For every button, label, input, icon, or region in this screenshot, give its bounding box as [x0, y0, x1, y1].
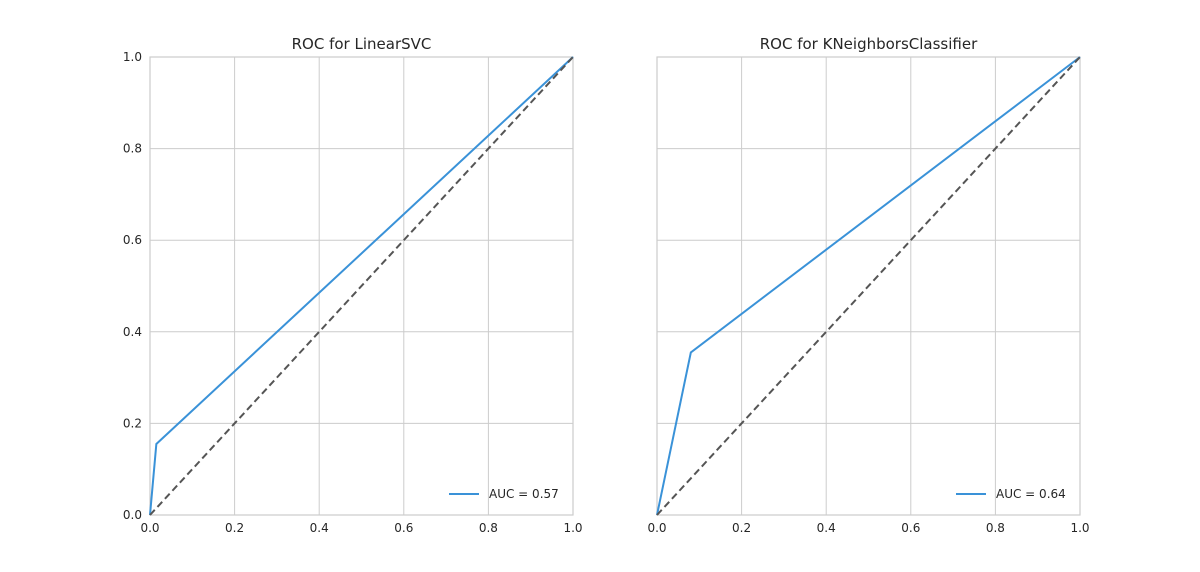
roc-chart-2: 0.0 0.2 0.4 0.6 0.8 1.0 ROC for KNeighborsClas… [647, 35, 1089, 535]
y-tick-label: 0.2 [123, 416, 142, 430]
x-tick-label: 1.0 [1070, 521, 1089, 535]
y-tick-label: 0.4 [123, 325, 142, 339]
x-tick-label: 0.4 [817, 521, 836, 535]
y-tick-label: 0.0 [123, 508, 142, 522]
chart-title: ROC for LinearSVC [292, 35, 432, 53]
x-tick-label: 0.0 [647, 521, 666, 535]
y-tick-label: 1.0 [123, 50, 142, 64]
x-tick-label: 0.0 [140, 521, 159, 535]
x-tick-label: 0.6 [901, 521, 920, 535]
x-tick-label: 0.8 [986, 521, 1005, 535]
x-tick-label: 0.8 [479, 521, 498, 535]
plot-frame [149, 56, 574, 516]
roc-curve [149, 56, 574, 516]
chart-title: ROC for KNeighborsClassifier [760, 35, 978, 53]
x-tick-label: 1.0 [563, 521, 582, 535]
x-tick-label: 0.2 [732, 521, 751, 535]
plot-frame [656, 56, 1081, 516]
x-tick-label: 0.4 [310, 521, 329, 535]
chance-line [656, 56, 1081, 516]
x-tick-label: 0.2 [225, 521, 244, 535]
legend-label: AUC = 0.64 [996, 487, 1066, 501]
roc-curve [656, 56, 1081, 516]
y-tick-label: 0.8 [123, 142, 142, 156]
roc-chart-1: 0.0 0.2 0.4 0.6 0.8 1.0 0.0 0.2 0.4 0.6 0.8 1.0 ROC … [123, 35, 583, 535]
legend-label: AUC = 0.57 [489, 487, 559, 501]
x-tick-label: 0.6 [394, 521, 413, 535]
y-tick-label: 0.6 [123, 233, 142, 247]
chance-line [149, 56, 574, 516]
